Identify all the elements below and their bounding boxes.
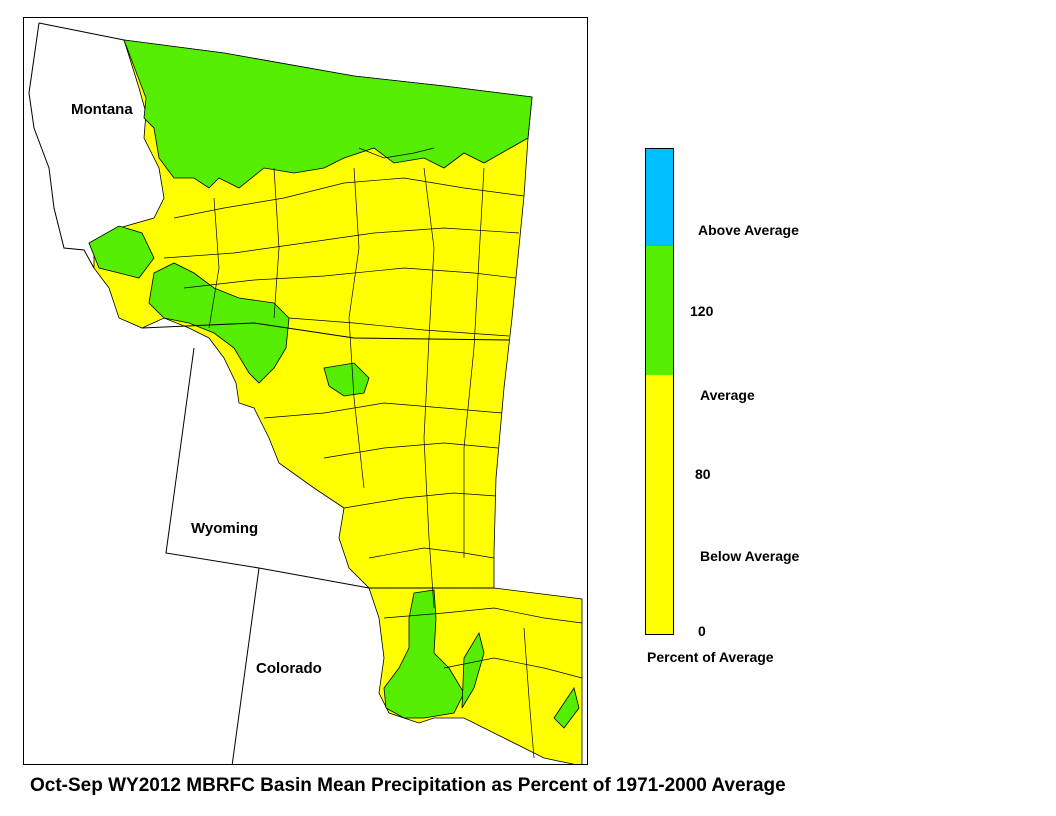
- basin-region-average-south: [383, 589, 465, 719]
- legend-title: Percent of Average: [647, 649, 774, 665]
- map-caption: Oct-Sep WY2012 MBRFC Basin Mean Precipit…: [30, 775, 786, 796]
- legend-break-80: 80: [695, 466, 711, 482]
- basin-region-average-corner: [553, 687, 580, 729]
- state-label-montana: Montana: [71, 101, 133, 118]
- sub-basin-boundaries: [163, 147, 583, 759]
- legend-label-below-average: Below Average: [700, 548, 800, 564]
- basin-region-average-southeast: [461, 631, 485, 709]
- basin-map: [28, 22, 583, 764]
- legend-segment-below-average: [646, 375, 673, 634]
- legend-segment-above-average: [646, 149, 673, 246]
- legend-segment-average: [646, 246, 673, 376]
- basin-region-average-north: [123, 39, 533, 189]
- basin-region-average-central: [148, 262, 290, 384]
- legend-color-bar: [645, 148, 674, 635]
- basin-region-average-small: [323, 362, 370, 397]
- legend-break-0: 0: [698, 623, 706, 639]
- map-frame: Montana Wyoming Colorado: [23, 17, 588, 765]
- legend-break-120: 120: [690, 303, 714, 319]
- state-boundaries: [28, 22, 510, 764]
- legend-label-average: Average: [700, 387, 755, 403]
- basin-region-average-west: [88, 225, 155, 279]
- state-label-wyoming: Wyoming: [191, 520, 259, 537]
- state-label-colorado: Colorado: [256, 660, 322, 677]
- legend-label-above-average: Above Average: [698, 222, 799, 238]
